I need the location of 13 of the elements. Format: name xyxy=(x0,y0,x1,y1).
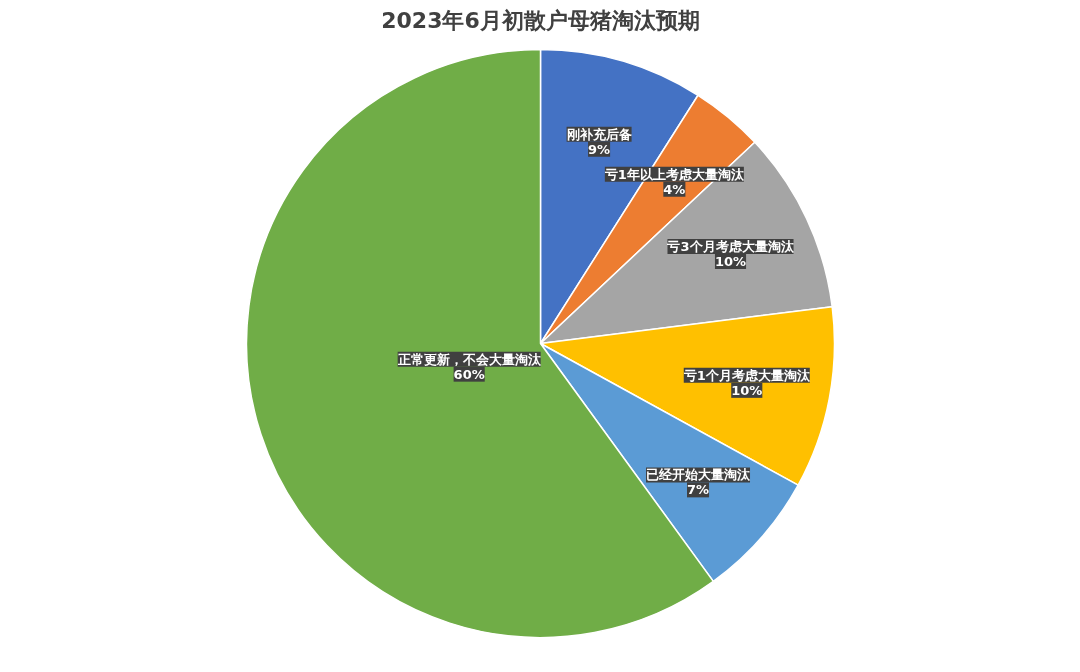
data-label: 10% xyxy=(731,382,763,398)
data-label: 60% xyxy=(453,366,485,382)
data-label: 9% xyxy=(588,141,611,157)
data-label: 7% xyxy=(686,482,710,498)
slice-label: 刚补充后备 xyxy=(566,126,632,142)
data-label: 4% xyxy=(663,181,686,197)
slice-label: 亏1年以上考虑大量淘汰 xyxy=(603,166,745,182)
data-label: 10% xyxy=(714,254,747,270)
chart-title: 2023年6月初散户母猪淘汰预期 xyxy=(381,7,700,33)
slice-label: 亏3个月考虑大量淘汰 xyxy=(666,239,795,255)
slice-label: 亏1个月考虑大量淘汰 xyxy=(682,367,811,383)
slice-label: 正常更新，不会大量淘汰 xyxy=(396,351,542,367)
slice-label: 已经开始大量淘汰 xyxy=(646,467,752,483)
